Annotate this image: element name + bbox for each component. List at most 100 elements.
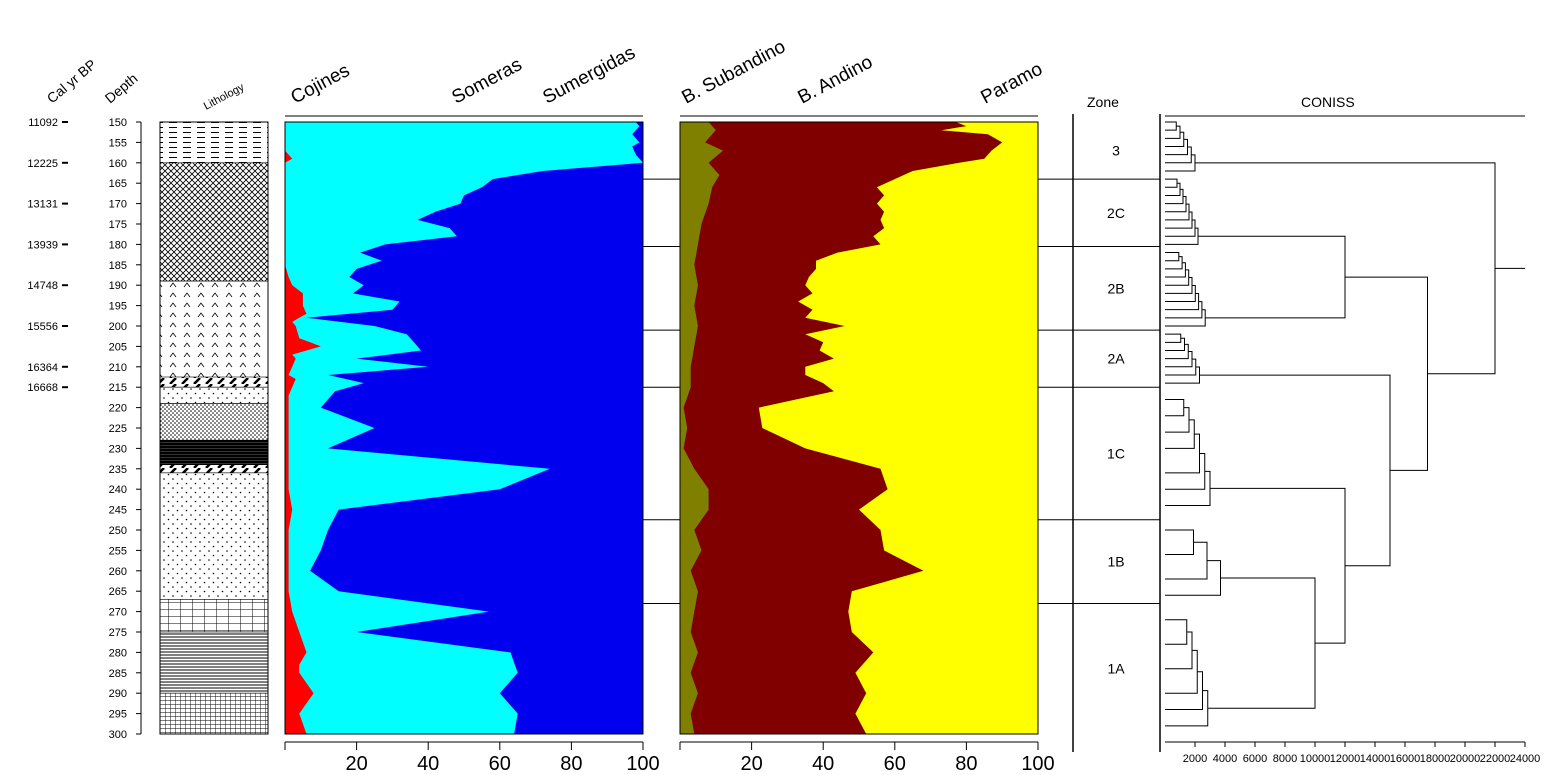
dendrogram-link	[1165, 541, 1208, 580]
age-axis: 11092 12225 13131 13939 14748 15556 16364 16668	[27, 117, 68, 394]
depth-tick-label: 225	[109, 423, 127, 435]
age-tick-label: 15556	[27, 321, 58, 333]
depth-tick-label: 240	[109, 484, 127, 496]
depth-tick-label: 200	[109, 321, 127, 333]
series-label-sumergidas: Sumergidas	[539, 42, 638, 108]
dendrogram-link	[1165, 631, 1193, 670]
coniss-tick-label: 20000	[1450, 753, 1481, 765]
depth-tick-label: 300	[109, 729, 127, 741]
depth-tick-label: 195	[109, 301, 127, 313]
area-cojines	[285, 122, 321, 734]
lithology-frame	[159, 121, 269, 735]
panel-tick-label: 100	[626, 753, 659, 775]
zone-label: 1B	[1107, 554, 1124, 570]
depth-tick-label: 185	[109, 260, 127, 272]
dendrogram-link	[1165, 252, 1180, 262]
lithology-unit	[159, 280, 269, 384]
dendrogram-link	[1165, 407, 1190, 433]
dendrogram-link	[1165, 470, 1211, 507]
depth-tick-label: 180	[109, 239, 127, 251]
depth-tick-label: 205	[109, 341, 127, 353]
depth-tick-label: 175	[109, 219, 127, 231]
lithology-unit	[159, 376, 269, 388]
depth-tick-label: 220	[109, 403, 127, 415]
dendrogram-link	[1165, 529, 1194, 555]
coniss-title: CONISS	[1301, 94, 1355, 110]
depth-tick-label: 255	[109, 545, 127, 557]
age-tick-label: 14748	[27, 280, 58, 292]
lithology-unit	[159, 599, 269, 633]
dendrogram-link	[1165, 453, 1206, 490]
lithology-unit	[159, 403, 269, 441]
dendrogram-link	[1207, 577, 1316, 709]
depth-tick-label: 235	[109, 464, 127, 476]
lithology-unit	[159, 386, 269, 404]
depth-tick-label: 295	[109, 709, 127, 721]
zone-label: 1A	[1107, 661, 1125, 677]
panel-tick-label: 20	[345, 753, 367, 775]
series-label-cojines: Cojines	[287, 60, 353, 108]
dendrogram-link	[1165, 419, 1195, 449]
series-label-paramo: Paramo	[977, 59, 1046, 109]
lithology-unit	[159, 692, 269, 735]
coniss-tick-label: 18000	[1420, 753, 1451, 765]
dendrogram-link	[1198, 235, 1346, 319]
lithology-label: Lithology	[202, 81, 247, 113]
dendrogram-link	[1165, 398, 1185, 417]
area-someras	[285, 122, 643, 734]
dendrogram-link	[1165, 619, 1188, 645]
dendrogram-link	[1165, 333, 1182, 343]
age-tick-label: 13939	[27, 239, 58, 251]
panel-tick-label: 80	[955, 753, 977, 775]
age-tick-label: 13131	[27, 199, 58, 211]
lithology-unit	[159, 472, 269, 600]
age-tick-label: 16668	[27, 382, 58, 394]
depth-tick-label: 160	[109, 158, 127, 170]
age-tick-label: 16364	[27, 362, 58, 374]
coniss-tick-label: 8000	[1273, 753, 1297, 765]
zone-label: 2C	[1107, 205, 1125, 221]
dendrogram-link	[1165, 690, 1209, 727]
zone-label: 2A	[1107, 351, 1125, 367]
zone-column-label: Zone	[1087, 94, 1119, 110]
coniss-tick-label: 22000	[1480, 753, 1511, 765]
series-label-someras: Someras	[448, 54, 525, 108]
depth-tick-label: 155	[109, 137, 127, 149]
depth-axis-label: Depth	[102, 70, 141, 106]
zone-label: 2B	[1107, 280, 1124, 296]
coniss-tick-label: 2000	[1183, 753, 1207, 765]
coniss-dendrogram: 2000 4000 6000 8000 10000 12000 14000 16000 1800…	[1159, 114, 1540, 765]
coniss-tick-label: 4000	[1213, 753, 1237, 765]
panel-frame	[284, 121, 644, 735]
depth-tick-label: 230	[109, 443, 127, 455]
coniss-tick-label: 14000	[1360, 753, 1391, 765]
series-label-b-andino: B. Andino	[794, 52, 876, 109]
depth-tick-label: 285	[109, 668, 127, 680]
depth-tick-label: 275	[109, 627, 127, 639]
age-axis-label: Cal yr BP	[44, 56, 100, 106]
zone-label: 3	[1112, 143, 1120, 159]
lithology-column	[159, 121, 269, 735]
depth-tick-label: 215	[109, 382, 127, 394]
coniss-tick-label: 6000	[1243, 753, 1267, 765]
depth-tick-label: 190	[109, 280, 127, 292]
panel-tick-label: 40	[417, 753, 439, 775]
forest-paramo-panel: 20 40 60 80 100	[679, 115, 1055, 775]
depth-tick-label: 165	[109, 178, 127, 190]
coniss-tick-label: 12000	[1330, 753, 1361, 765]
panel-tick-label: 100	[1021, 753, 1054, 775]
dendrogram-link	[1165, 121, 1177, 131]
depth-tick-label: 250	[109, 525, 127, 537]
panel-tick-label: 40	[812, 753, 834, 775]
dendrogram-link	[1165, 125, 1181, 139]
panel-tick-label: 20	[740, 753, 762, 775]
depth-tick-label: 210	[109, 362, 127, 374]
depth-tick-label: 280	[109, 647, 127, 659]
depth-tick-label: 170	[109, 199, 127, 211]
aquatic-panel: 20 40 60 80 100	[284, 115, 660, 775]
dendrogram-link	[1165, 131, 1185, 147]
area-b-subandino	[680, 122, 723, 734]
lithology-unit	[159, 439, 269, 466]
panel-tick-label: 60	[489, 753, 511, 775]
